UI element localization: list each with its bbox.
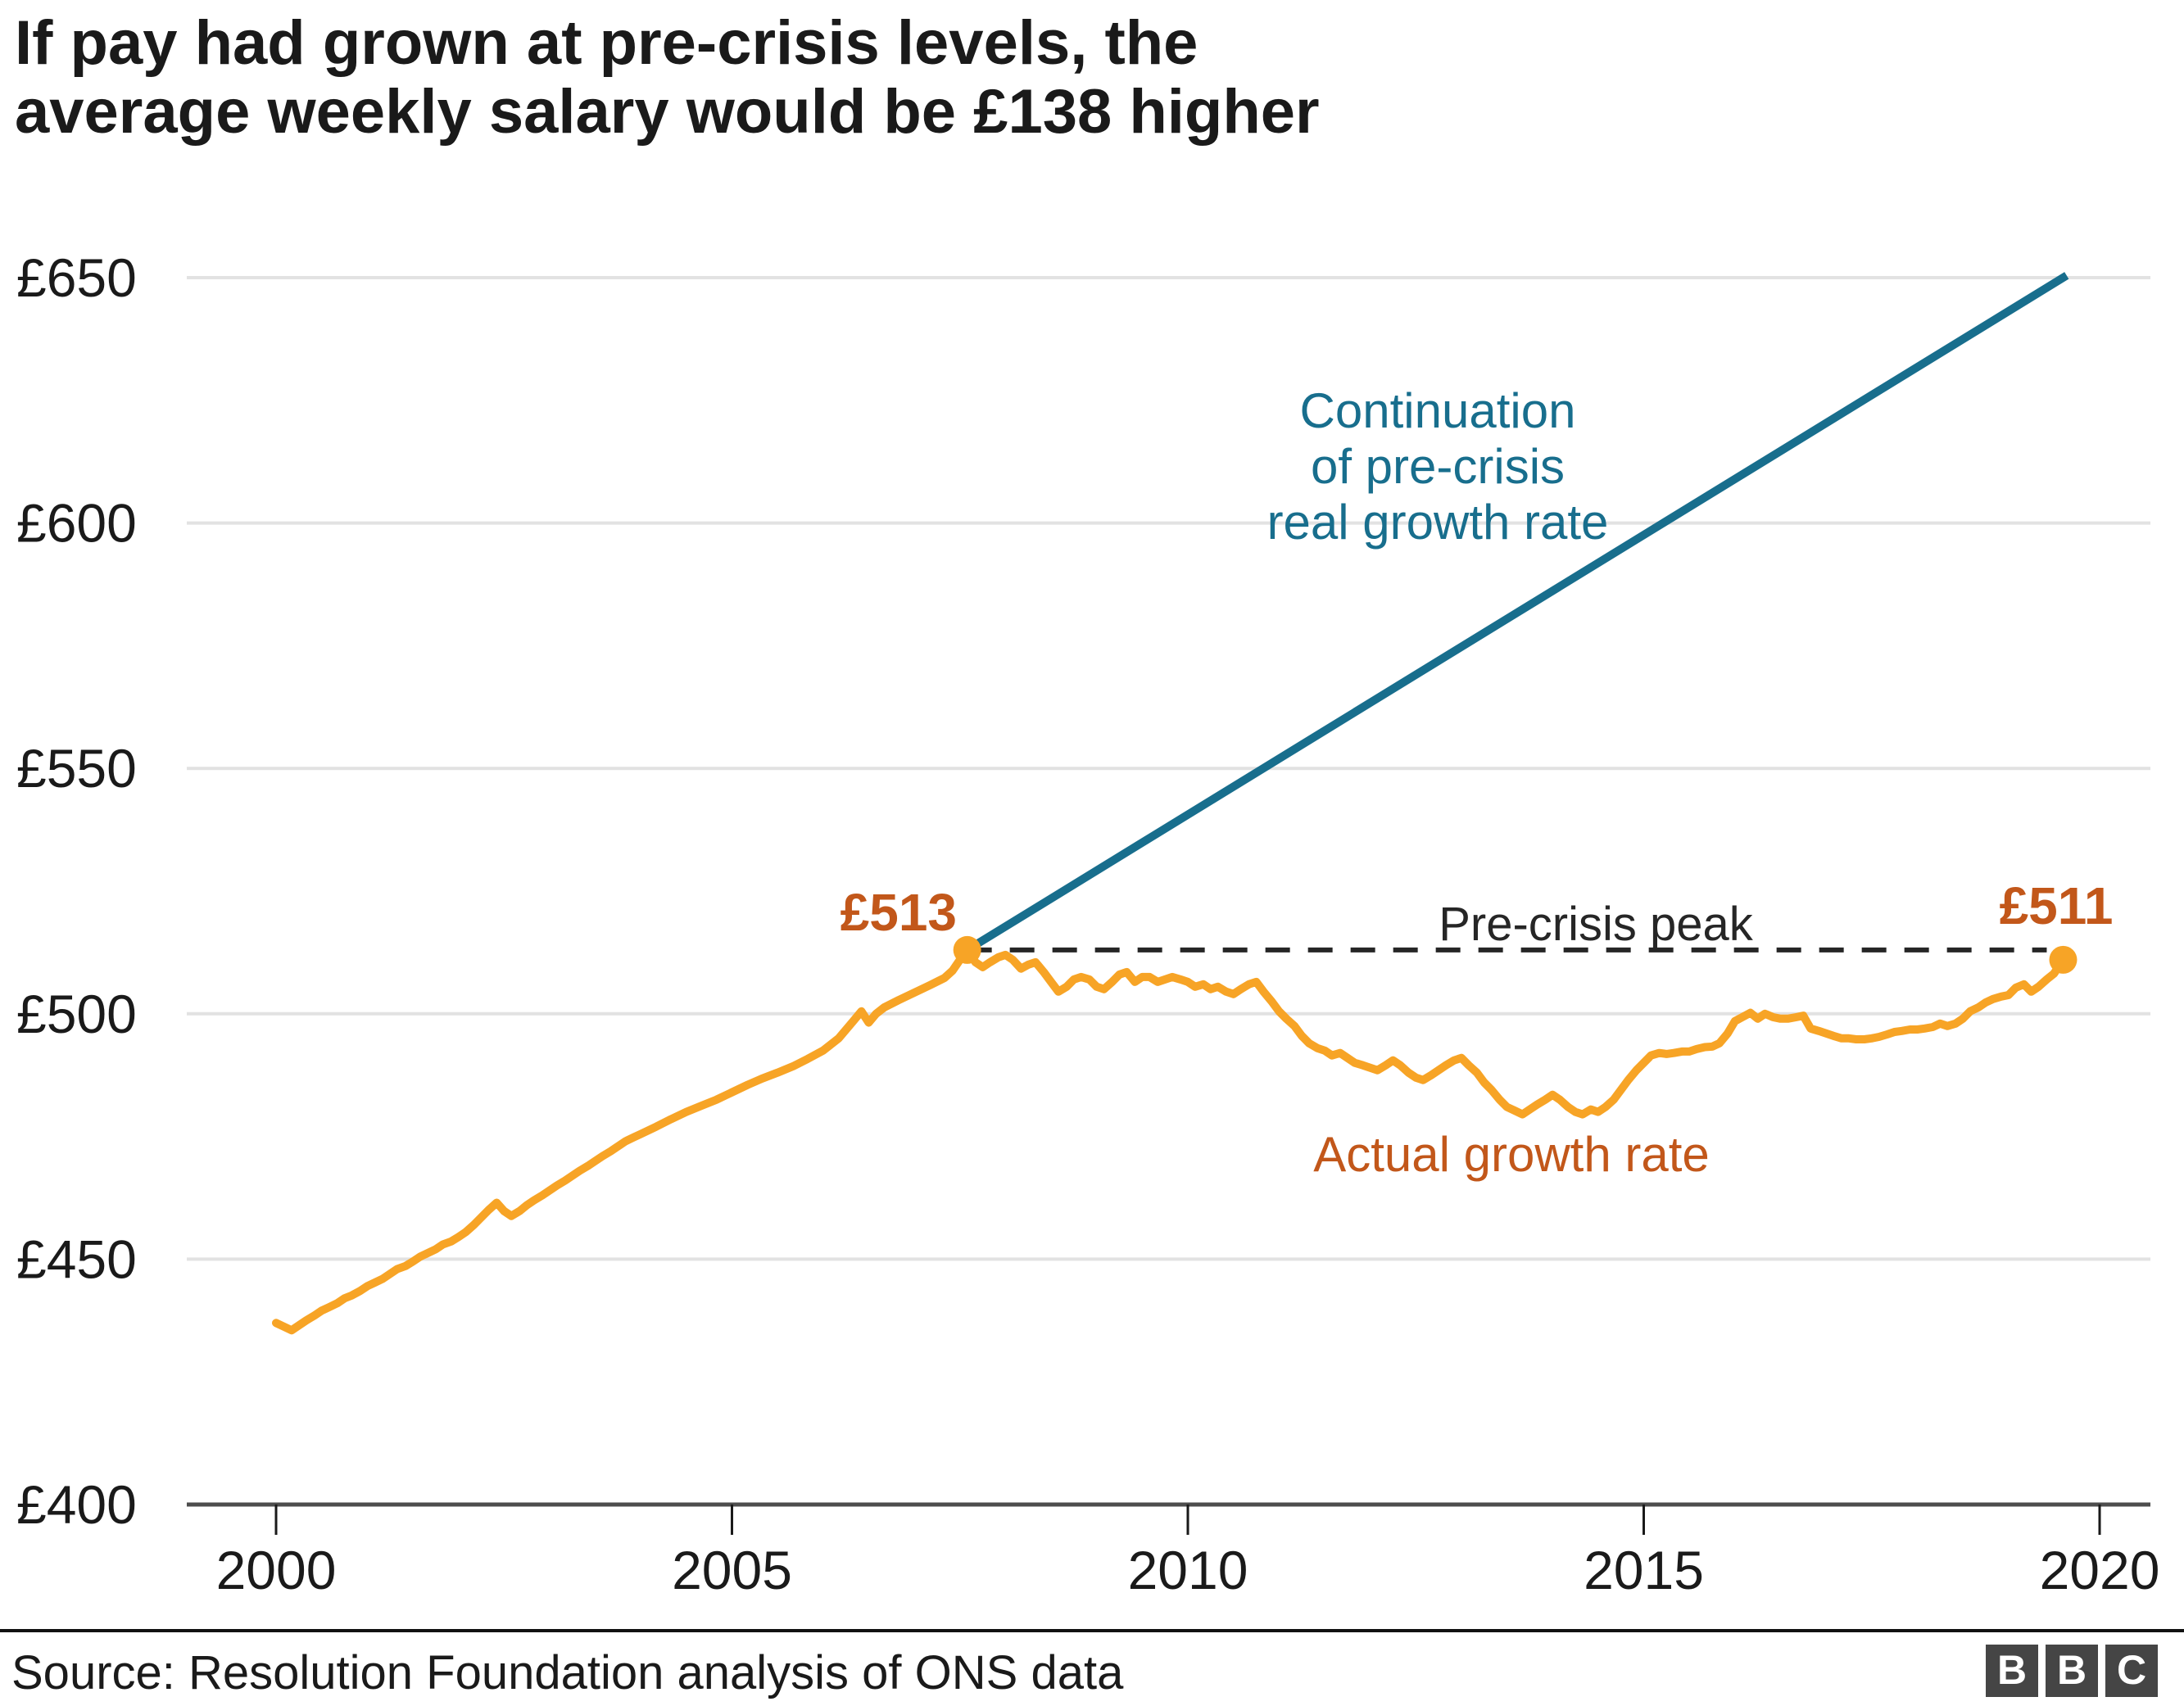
bbc-logo-block-1 [1986,1645,2038,1697]
y-tick-label-450: £450 [16,1229,137,1289]
x-tick-label-2010: 2010 [1128,1540,1248,1600]
peak-marker-dot [953,935,981,964]
y-tick-label-400: £400 [16,1474,137,1535]
source-text: Source: Resolution Foundation analysis o… [11,1646,1124,1699]
pre-crisis-peak-label: Pre-crisis peak [1439,898,1754,951]
bbc-logo-letter-3: C [2117,1647,2146,1693]
y-axis-labels: £650 £600 £550 £500 £450 £400 [16,247,137,1535]
page-title-line-1: If pay had grown at pre-crisis levels, t… [15,8,1198,78]
actual-growth-annotation: Actual growth rate [1313,1127,1710,1182]
data-lines [272,272,2069,1335]
y-tick-label-500: £500 [16,984,137,1044]
page-title-line-2: average weekly salary would be £138 high… [15,77,1320,147]
y-tick-label-600: £600 [16,493,137,554]
bbc-logo-block-3 [2105,1645,2158,1697]
projection-line [961,272,2069,956]
x-tick-label-2005: 2005 [672,1540,792,1600]
bbc-logo-letter-1: B [1997,1647,2027,1693]
end-marker-dot [2049,945,2078,974]
gridlines [187,276,2150,1261]
y-tick-label-550: £550 [16,738,137,799]
projection-annotation-line-2: of pre-crisis [1311,439,1565,494]
end-value-label: £511 [2000,876,2114,935]
x-tick-label-2000: 2000 [216,1540,337,1600]
bbc-logo-block-2 [2046,1645,2098,1697]
bbc-logo-letter-2: B [2057,1647,2087,1693]
projection-annotation-line-1: Continuation [1300,383,1576,438]
projection-annotation-line-3: real growth rate [1267,495,1609,550]
x-axis: 2000 2005 2010 2015 2020 [187,1502,2160,1600]
x-tick-label-2020: 2020 [2040,1540,2160,1600]
x-tick-label-2015: 2015 [1584,1540,1704,1600]
peak-value-label: £513 [841,883,957,942]
data-markers [953,935,2078,974]
actual-growth-line [272,945,2068,1335]
y-tick-label-650: £650 [16,247,137,308]
